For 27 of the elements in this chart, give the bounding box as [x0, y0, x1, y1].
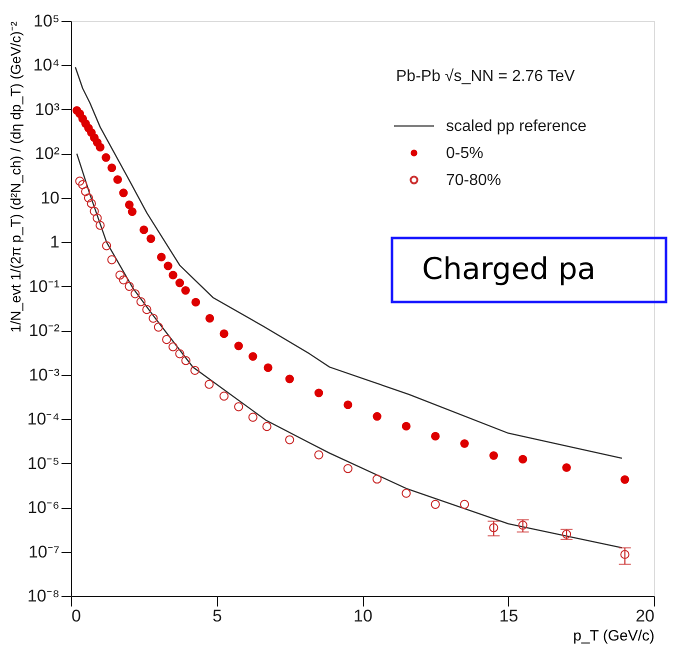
- x-tick-label: 15: [499, 606, 518, 626]
- y-tick-label: 10⁴: [33, 56, 60, 75]
- y-tick-label: 10³: [34, 100, 60, 119]
- annotation: Charged pa: [422, 252, 596, 287]
- annotation: Pb-Pb √s_NN = 2.76 TeV: [396, 68, 576, 85]
- line-series: [74, 66, 623, 459]
- y-axis-title: 1/N_evt 1/(2π p_T) (d²N_ch) / (dη dp_T) (GeV/c)⁻²: [7, 21, 24, 333]
- legend-label: 70-80%: [446, 172, 502, 189]
- y-tick-label: 10⁵: [34, 12, 60, 30]
- x-tick-label: 20: [636, 606, 654, 626]
- x-tick-label: 5: [212, 606, 222, 626]
- y-tick-label: 10²: [34, 144, 60, 164]
- y-tick-label: 10⁻¹: [28, 276, 60, 296]
- x-axis-title: p_T (GeV/c): [573, 628, 654, 644]
- y-tick-label: 10⁻⁴: [27, 410, 60, 429]
- y-tick-label: 10⁻⁷: [28, 542, 60, 562]
- y-tick-label: 10⁻³: [28, 365, 60, 384]
- y-tick-label: 10⁻²: [28, 321, 60, 340]
- y-tick-label: 10⁻⁶: [28, 498, 60, 518]
- y-tick-label: 1: [50, 232, 60, 252]
- x-tick-label: 10: [354, 606, 372, 626]
- legend-label: scaled pp reference: [446, 118, 587, 135]
- x-tick-label: 0: [72, 606, 81, 626]
- legend-label: 0-5%: [446, 145, 484, 162]
- y-tick-label: 10: [40, 188, 60, 208]
- y-tick-label: 10⁻⁸: [27, 586, 60, 606]
- y-tick-label: 10⁻⁵: [28, 454, 60, 473]
